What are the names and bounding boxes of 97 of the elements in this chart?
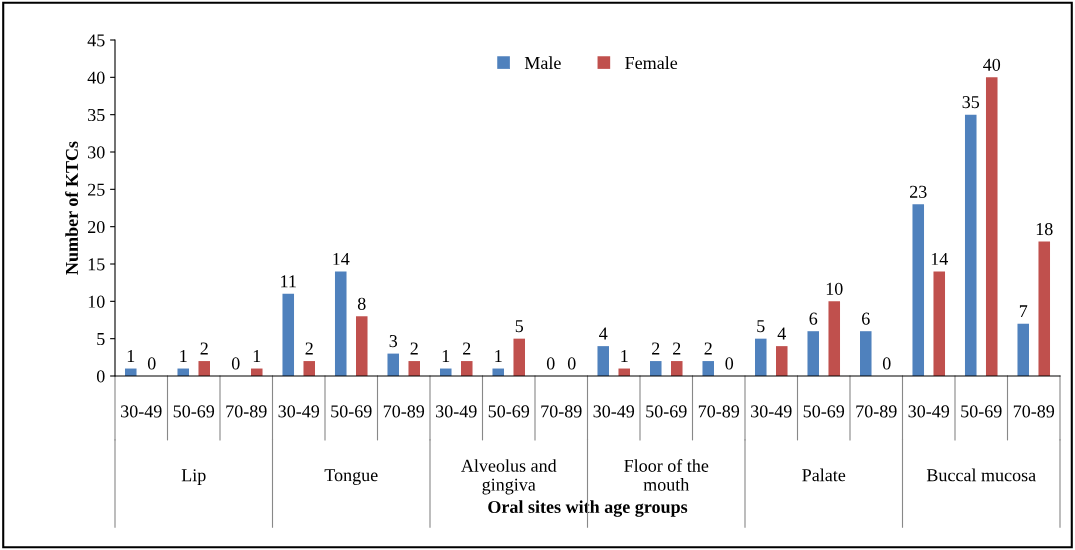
data-label: 6 <box>809 312 818 325</box>
x-tick-label: 30-49 <box>436 405 477 418</box>
bar <box>702 361 715 376</box>
text: Lip <box>181 469 206 485</box>
data-label: 14 <box>931 252 948 265</box>
x-tick-label: 30-49 <box>751 405 792 418</box>
data-label: 1 <box>180 349 187 362</box>
x-tick-label: 50-69 <box>488 405 530 418</box>
y-tick-label: 35 <box>88 108 105 122</box>
x-tick-label: 70-89 <box>1013 405 1055 418</box>
x-tick-label: 50-69 <box>173 405 215 418</box>
data-label: 2 <box>410 342 418 355</box>
x-tick-label: 30-49 <box>278 405 320 418</box>
data-label: 5 <box>515 320 524 333</box>
data-label: 2 <box>200 342 208 355</box>
data-label: 1 <box>442 349 450 362</box>
text: Buccal mucosa <box>926 468 1036 482</box>
data-label: 0 <box>567 357 576 370</box>
y-tick-label: 5 <box>97 333 105 346</box>
data-label: 2 <box>652 342 660 355</box>
bar <box>775 346 788 376</box>
data-label: 8 <box>357 297 366 310</box>
bar <box>1038 241 1051 376</box>
data-label: 35 <box>962 96 980 109</box>
data-label: 6 <box>862 312 870 325</box>
y-axis-title: Number of KTCs <box>65 141 79 275</box>
data-label: 2 <box>673 342 681 355</box>
bar <box>198 361 211 376</box>
x-tick-label: 70-89 <box>541 405 582 418</box>
bar <box>597 346 610 376</box>
y-tick-label: 0 <box>96 370 105 383</box>
data-label: 0 <box>546 357 555 370</box>
x-tick-label: 70-89 <box>383 405 425 418</box>
x-tick-label: 50-69 <box>331 405 372 418</box>
data-label: 11 <box>281 275 296 288</box>
data-label: 18 <box>1036 222 1053 236</box>
y-tick-label: 45 <box>87 34 105 47</box>
y-tick-label: 15 <box>88 258 105 271</box>
y-tick-label: 40 <box>87 71 105 84</box>
data-label: 5 <box>757 320 765 333</box>
bar <box>282 293 295 376</box>
data-label: 1 <box>495 349 502 362</box>
x-tick-label: 30-49 <box>593 405 635 418</box>
bar <box>355 316 368 376</box>
data-label: 2 <box>305 342 313 355</box>
bar <box>1017 323 1030 376</box>
data-label: 0 <box>231 357 240 370</box>
x-tick-label: 30-49 <box>121 405 162 418</box>
bar <box>460 361 473 376</box>
data-label: 7 <box>1019 305 1028 318</box>
bar <box>408 361 421 376</box>
bar <box>303 361 316 376</box>
data-label: 4 <box>599 327 608 340</box>
x-tick-label: 50-69 <box>646 405 687 418</box>
x-tick-label: 50-69 <box>803 405 845 418</box>
y-tick-label: 10 <box>88 295 105 308</box>
bar <box>649 361 662 376</box>
bar <box>859 331 872 376</box>
bar <box>807 331 820 376</box>
bar <box>912 204 925 376</box>
bar <box>513 338 526 376</box>
y-tick-label: 20 <box>88 220 105 234</box>
data-label: 3 <box>389 335 398 348</box>
data-label: 1 <box>253 349 261 362</box>
x-tick-label: 70-89 <box>856 405 897 418</box>
text: Tongue <box>324 469 378 485</box>
x-tick-label: 50-69 <box>961 405 1002 418</box>
bar <box>933 271 946 376</box>
legend-label: Female <box>625 56 678 70</box>
data-label: 23 <box>910 185 927 198</box>
y-tick-label: 30 <box>88 146 105 159</box>
x-tick-label: 70-89 <box>226 405 267 418</box>
text: Palate <box>802 468 846 482</box>
text: Floor of the mouth <box>624 458 709 491</box>
bar <box>964 114 977 376</box>
data-label: 4 <box>777 327 786 340</box>
bar <box>754 338 767 376</box>
data-label: 2 <box>463 342 471 355</box>
bar <box>387 353 400 376</box>
data-label: 0 <box>725 357 734 370</box>
bar <box>828 301 841 376</box>
y-tick-label: 25 <box>88 183 105 196</box>
legend-label: Male <box>524 56 561 70</box>
data-label: 14 <box>333 252 350 265</box>
bar <box>670 361 683 376</box>
data-label: 2 <box>704 342 712 355</box>
bar <box>334 271 347 376</box>
x-tick-label: 30-49 <box>908 405 950 418</box>
data-label: 1 <box>621 349 628 362</box>
text: Alveolus and gingiva <box>461 459 557 495</box>
data-label: 0 <box>882 357 891 370</box>
x-tick-label: 70-89 <box>698 405 740 418</box>
data-label: 0 <box>147 357 156 370</box>
data-label: 40 <box>983 58 1001 71</box>
data-label: 1 <box>127 349 135 362</box>
data-label: 10 <box>826 282 843 295</box>
bar <box>985 77 998 376</box>
